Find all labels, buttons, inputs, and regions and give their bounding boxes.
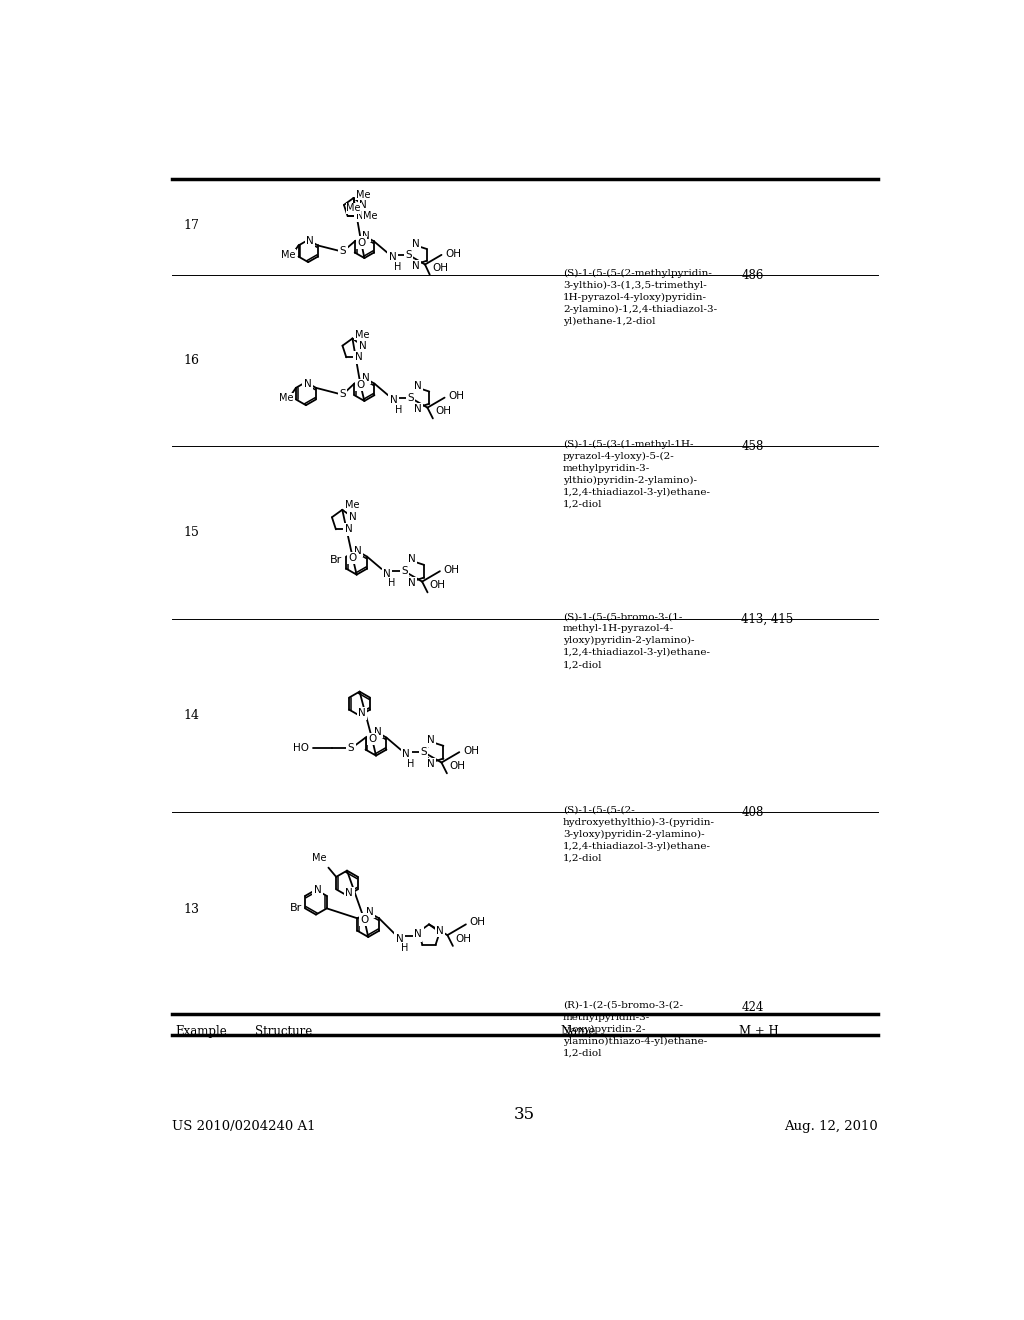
Text: O: O xyxy=(360,915,369,925)
Text: (R)-1-(2-(5-bromo-3-(2-
methylpyridin-3-
yloxy)pyridin-2-
ylamino)thiazo-4-yl)et: (R)-1-(2-(5-bromo-3-(2- methylpyridin-3-… xyxy=(563,1001,708,1057)
Text: S: S xyxy=(407,392,414,403)
Text: 35: 35 xyxy=(514,1106,536,1123)
Text: Me: Me xyxy=(364,211,378,222)
Text: Me: Me xyxy=(282,249,296,260)
Text: N: N xyxy=(354,352,362,362)
Text: HO: HO xyxy=(293,743,309,752)
Text: OH: OH xyxy=(435,407,452,417)
Text: N: N xyxy=(383,569,391,578)
Text: N: N xyxy=(358,341,367,351)
Text: N: N xyxy=(345,524,352,535)
Text: Me: Me xyxy=(345,500,359,511)
Text: OH: OH xyxy=(430,581,445,590)
Text: OH: OH xyxy=(445,249,462,260)
Text: N: N xyxy=(414,381,422,391)
Text: N: N xyxy=(345,888,353,898)
Text: M + H: M + H xyxy=(739,1026,779,1039)
Text: O: O xyxy=(368,734,376,744)
Text: OH: OH xyxy=(456,935,471,944)
Text: 13: 13 xyxy=(183,903,200,916)
Text: O: O xyxy=(348,553,357,564)
Text: N: N xyxy=(374,726,381,737)
Text: N: N xyxy=(306,236,313,247)
Text: N: N xyxy=(313,884,322,895)
Text: OH: OH xyxy=(450,762,465,771)
Text: OH: OH xyxy=(449,392,465,401)
Text: S: S xyxy=(406,249,412,260)
Text: Me: Me xyxy=(311,853,326,863)
Text: OH: OH xyxy=(463,746,479,756)
Text: 14: 14 xyxy=(183,709,200,722)
Text: N: N xyxy=(359,199,367,210)
Text: 15: 15 xyxy=(183,525,200,539)
Text: S: S xyxy=(339,388,345,399)
Text: N: N xyxy=(414,404,422,414)
Text: (S)-1-(5-(5-(2-methylpyridin-
3-ylthio)-3-(1,3,5-trimethyl-
1H-pyrazol-4-yloxy)p: (S)-1-(5-(5-(2-methylpyridin- 3-ylthio)-… xyxy=(563,269,717,326)
Text: N: N xyxy=(362,231,370,240)
Text: O: O xyxy=(357,238,366,248)
Text: N: N xyxy=(304,379,311,388)
Text: Aug. 12, 2010: Aug. 12, 2010 xyxy=(784,1119,878,1133)
Text: Br: Br xyxy=(330,554,342,565)
Text: (S)-1-(5-(5-bromo-3-(1-
methyl-1H-pyrazol-4-
yloxy)pyridin-2-ylamino)-
1,2,4-thi: (S)-1-(5-(5-bromo-3-(1- methyl-1H-pyrazo… xyxy=(563,612,711,669)
Text: 17: 17 xyxy=(183,219,200,232)
Text: N: N xyxy=(408,578,416,587)
Text: N: N xyxy=(355,211,364,222)
Text: N: N xyxy=(427,735,435,746)
Text: N: N xyxy=(362,372,370,383)
Text: N: N xyxy=(354,545,362,556)
Text: (S)-1-(5-(3-(1-methyl-1H-
pyrazol-4-yloxy)-5-(2-
methylpyridin-3-
ylthio)pyridin: (S)-1-(5-(3-(1-methyl-1H- pyrazol-4-ylox… xyxy=(563,440,711,508)
Text: Br: Br xyxy=(290,903,302,913)
Text: 16: 16 xyxy=(183,354,200,367)
Text: S: S xyxy=(347,743,354,752)
Text: H: H xyxy=(388,578,395,589)
Text: N: N xyxy=(408,554,416,565)
Text: Name: Name xyxy=(560,1026,596,1039)
Text: 486: 486 xyxy=(741,269,764,282)
Text: H: H xyxy=(394,404,402,414)
Text: Me: Me xyxy=(355,330,370,339)
Text: 413, 415: 413, 415 xyxy=(741,612,794,626)
Text: S: S xyxy=(421,747,427,758)
Text: N: N xyxy=(366,907,374,917)
Text: (S)-1-(5-(5-(2-
hydroxyethylthio)-3-(pyridin-
3-yloxy)pyridin-2-ylamino)-
1,2,4-: (S)-1-(5-(5-(2- hydroxyethylthio)-3-(pyr… xyxy=(563,805,715,862)
Text: Me: Me xyxy=(356,190,371,199)
Text: US 2010/0204240 A1: US 2010/0204240 A1 xyxy=(172,1119,315,1133)
Text: N: N xyxy=(412,239,420,248)
Text: S: S xyxy=(415,931,421,941)
Text: S: S xyxy=(340,246,346,256)
Text: Example: Example xyxy=(176,1026,227,1039)
Text: H: H xyxy=(393,261,401,272)
Text: H: H xyxy=(400,944,408,953)
Text: H: H xyxy=(408,759,415,770)
Text: N: N xyxy=(436,925,443,936)
Text: N: N xyxy=(395,933,403,944)
Text: OH: OH xyxy=(443,565,460,576)
Text: N: N xyxy=(427,759,435,770)
Text: N: N xyxy=(349,512,356,523)
Text: 458: 458 xyxy=(741,440,764,453)
Text: OH: OH xyxy=(433,264,449,273)
Text: O: O xyxy=(356,380,365,389)
Text: S: S xyxy=(401,566,408,577)
Text: N: N xyxy=(389,252,396,263)
Text: N: N xyxy=(358,709,366,718)
Text: N: N xyxy=(402,750,411,759)
Text: OH: OH xyxy=(470,916,485,927)
Text: N: N xyxy=(390,395,397,405)
Text: 424: 424 xyxy=(741,1001,764,1014)
Text: N: N xyxy=(412,261,420,271)
Text: N: N xyxy=(415,929,422,939)
Text: 408: 408 xyxy=(741,805,764,818)
Text: Structure: Structure xyxy=(255,1026,312,1039)
Text: Me: Me xyxy=(279,393,293,403)
Text: Me: Me xyxy=(346,203,360,214)
